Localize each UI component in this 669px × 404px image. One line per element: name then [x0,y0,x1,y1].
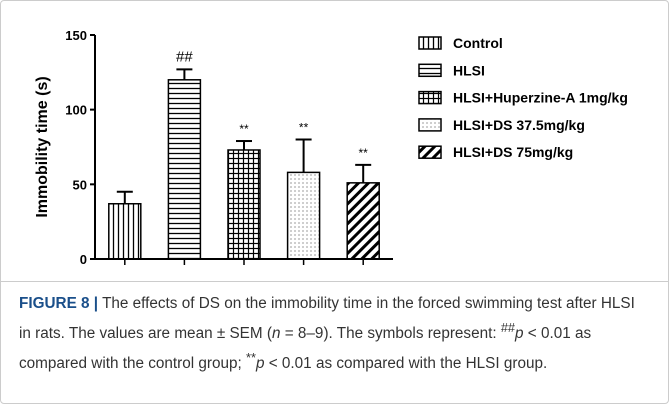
caption-label: FIGURE 8 | [19,295,99,312]
legend-label: HLSI+DS 37.5mg/kg [453,117,585,133]
bar [108,202,142,260]
legend-swatch [418,118,442,132]
legend-label: HLSI+Huperzine-A 1mg/kg [453,90,628,106]
legend-label: Control [453,35,503,51]
significance-label: ## [176,48,193,65]
legend-swatch [418,36,442,50]
y-tick-label: 0 [80,252,87,267]
bar [227,149,261,260]
caption-text: The effects of DS on the immobility time… [19,295,635,343]
bar [346,182,380,260]
legend-label: HLSI [453,62,485,78]
y-axis-label: Immobility time (s) [34,76,51,217]
caption-text: n [271,325,281,343]
significance-label: ** [239,122,249,136]
caption-text: ** [246,350,256,366]
legend-label: HLSI+DS 75mg/kg [453,144,573,160]
legend-swatch [418,63,442,78]
caption-text: < 0.01 as compared with the control grou… [19,325,592,373]
significance-label: ** [299,121,309,135]
legend-swatch [418,90,442,105]
bar [167,79,202,260]
legend-swatch [418,145,442,159]
chart: Immobility time (s) 0 50 100 150 Control ## HL… [34,28,628,267]
y-tick-label: 50 [73,177,87,192]
caption-text: = 8–9). The symbols represent: [280,325,501,343]
caption-text: < 0.01 as compared with the HLSI group. [264,355,548,373]
caption-text: ## [500,320,516,335]
y-tick-label: 150 [65,28,87,43]
caption-text: p [515,325,524,343]
caption-text: p [255,355,265,373]
caption: FIGURE 8 | The effects of DS on the immo… [1,281,668,386]
y-tick-label: 100 [65,103,87,118]
bar [286,171,321,260]
significance-label: ** [359,146,369,160]
